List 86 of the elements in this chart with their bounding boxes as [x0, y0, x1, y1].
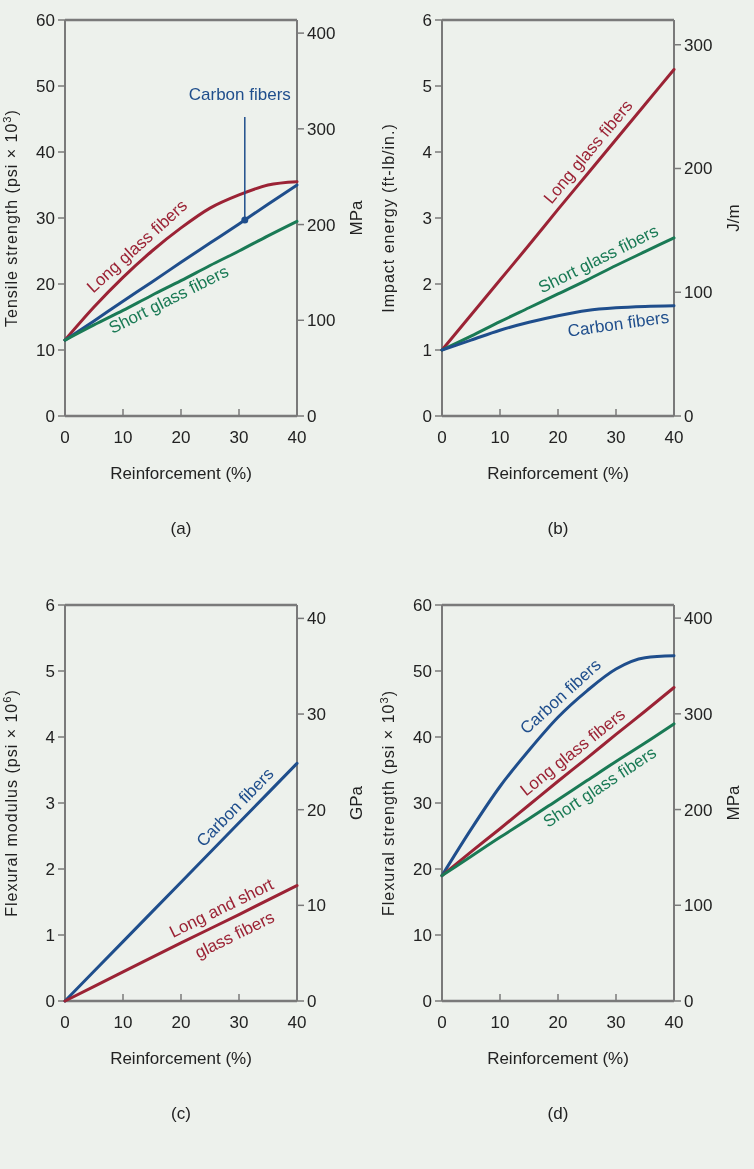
y2-tick-label: 10: [307, 896, 326, 916]
x-tick-label: 10: [113, 428, 133, 447]
y-tick-label: 20: [36, 274, 55, 294]
y2-tick-label: 300: [684, 704, 713, 724]
y2-axis-title: MPa: [724, 784, 743, 821]
y2-tick-label: 0: [307, 406, 317, 426]
y2-tick-label: 400: [307, 24, 336, 44]
y-tick-label: 1: [422, 340, 432, 360]
y-tick-label: 0: [422, 991, 432, 1011]
y-tick-label: 60: [36, 10, 55, 30]
y-tick-label: 50: [36, 76, 55, 96]
y2-tick-label: 300: [684, 35, 713, 55]
y2-tick-label: 200: [684, 159, 713, 179]
text: (b): [547, 519, 569, 538]
y2-tick-label: 100: [307, 311, 336, 331]
x-tick-label: 40: [664, 428, 684, 447]
text: Carbon fibers: [566, 307, 671, 341]
text: Long and short glass fibers: [166, 874, 278, 963]
y-tick-label: 20: [413, 859, 432, 879]
x-tick-label: 10: [490, 428, 510, 447]
x-tick-label: 20: [548, 428, 568, 447]
y2-axis-title: J/m: [724, 204, 743, 232]
y2-tick-label: 200: [684, 800, 713, 820]
y2-tick-label: 0: [684, 991, 694, 1011]
y-tick-label: 30: [36, 208, 55, 228]
text: (c): [171, 1104, 191, 1123]
y2-tick-label: 0: [307, 991, 317, 1011]
y-tick-label: 2: [45, 859, 55, 879]
x-tick-label: 0: [60, 1013, 70, 1032]
y-tick-label: 10: [413, 925, 432, 945]
y2-tick-label: 100: [684, 896, 713, 916]
y-tick-label: 30: [413, 793, 432, 813]
line-series: [440, 304, 676, 352]
y-tick-label: 10: [36, 340, 55, 360]
y-tick-label: 1: [45, 925, 55, 945]
x-tick-label: 40: [287, 428, 307, 447]
y2-tick-label: 30: [307, 704, 326, 724]
x-tick-label: 40: [287, 1013, 307, 1032]
y-tick-label: 4: [422, 142, 432, 162]
y2-tick-label: 300: [307, 119, 336, 139]
y-axis-title: Impact energy (ft-lb/in.): [380, 123, 397, 313]
text: Carbon fibers: [188, 84, 291, 104]
x-tick-label: 0: [437, 1013, 447, 1032]
x-tick-label: 10: [113, 1013, 133, 1032]
y-tick-label: 0: [45, 406, 55, 426]
y-tick-label: 3: [45, 793, 55, 813]
x-tick-label: 40: [664, 1013, 684, 1032]
x-tick-label: 20: [171, 1013, 191, 1032]
x-tick-label: 30: [229, 428, 249, 447]
y2-tick-label: 40: [307, 609, 326, 629]
y-tick-label: 40: [413, 727, 432, 747]
y-tick-label: 6: [45, 595, 55, 615]
x-tick-label: 20: [171, 428, 191, 447]
y2-tick-label: 200: [307, 215, 336, 235]
y-tick-label: 2: [422, 274, 432, 294]
x-tick-label: 20: [548, 1013, 568, 1032]
y2-tick-label: 400: [684, 609, 713, 629]
line-series: [440, 68, 676, 352]
x-tick-label: 0: [60, 428, 70, 447]
text: Short glass fibers: [535, 221, 662, 298]
y-tick-label: 50: [413, 661, 432, 681]
x-tick-label: 30: [606, 428, 626, 447]
y-tick-label: 3: [422, 208, 432, 228]
x-tick-label: 0: [437, 428, 447, 447]
y-tick-label: 0: [45, 991, 55, 1011]
y2-tick-label: 20: [307, 800, 326, 820]
y2-axis-title: MPa: [347, 199, 366, 236]
text: (a): [170, 519, 192, 538]
y-tick-label: 60: [413, 595, 432, 615]
x-axis-title: Reinforcement (%): [110, 1049, 252, 1068]
x-axis-title: Reinforcement (%): [110, 464, 252, 483]
text: (d): [547, 1104, 569, 1123]
y-tick-label: 5: [45, 661, 55, 681]
y-tick-label: 5: [422, 76, 432, 96]
x-tick-label: 30: [606, 1013, 626, 1032]
y2-axis-title: GPa: [347, 785, 366, 821]
y-tick-label: 40: [36, 142, 55, 162]
x-tick-label: 10: [490, 1013, 510, 1032]
y2-tick-label: 0: [684, 406, 694, 426]
x-axis-title: Reinforcement (%): [487, 1049, 629, 1068]
x-tick-label: 30: [229, 1013, 249, 1032]
y-tick-label: 6: [422, 10, 432, 30]
y2-tick-label: 100: [684, 283, 713, 303]
y-tick-label: 4: [45, 727, 55, 747]
x-axis-title: Reinforcement (%): [487, 464, 629, 483]
y-tick-label: 0: [422, 406, 432, 426]
